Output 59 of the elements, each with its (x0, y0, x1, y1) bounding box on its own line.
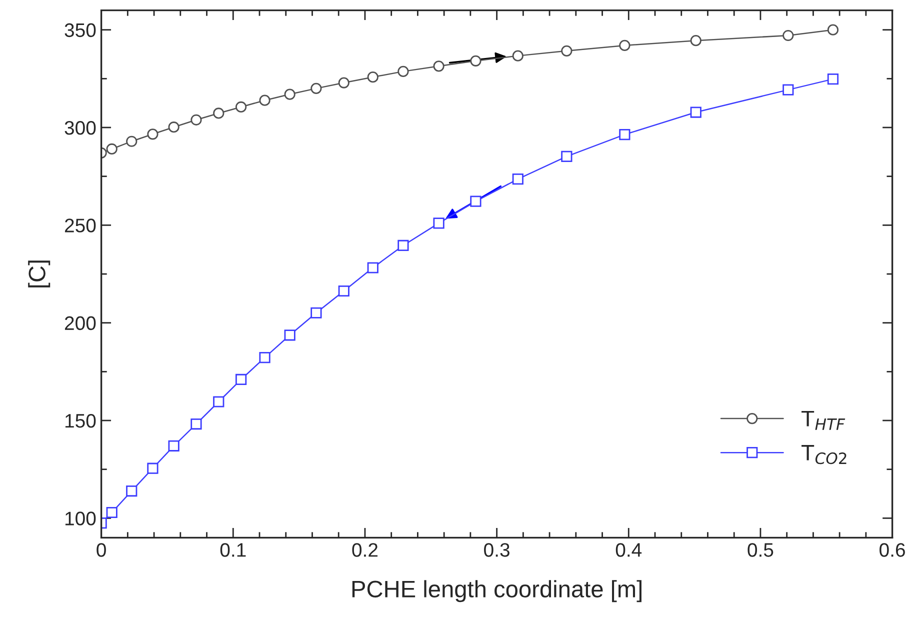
point (106, 506, 118, 518)
point (782, 84, 794, 96)
point (338, 77, 350, 88)
point (367, 262, 378, 274)
x-tick-label: 0.3 (484, 543, 510, 557)
point (619, 40, 630, 52)
x-tick-label: 0 (96, 543, 106, 557)
x-tick-label: 0.4 (616, 543, 642, 557)
y-tick-label: 150 (65, 414, 96, 428)
x-tick-label: 0.2 (352, 543, 378, 557)
point (433, 218, 444, 229)
point (190, 114, 202, 126)
point (106, 143, 118, 155)
point (512, 50, 524, 62)
point (470, 55, 482, 66)
y-tick-label: 100 (65, 512, 96, 526)
point (433, 60, 444, 72)
y-tick-label: 350 (64, 23, 96, 38)
y-axis-title: [C] (28, 260, 50, 288)
y-tick-label: 300 (64, 120, 96, 135)
point (512, 174, 524, 185)
point (398, 240, 409, 252)
legend-label: T$_{HTF}$ (802, 410, 846, 430)
point (168, 122, 180, 133)
point (690, 35, 702, 46)
point (470, 196, 482, 207)
point (561, 45, 572, 56)
point (213, 396, 224, 408)
point (338, 285, 350, 297)
point (310, 307, 322, 318)
point (367, 72, 378, 83)
point (126, 136, 138, 147)
point (147, 128, 158, 140)
point (284, 88, 296, 100)
legend-label: T$_{CO2}$ (802, 445, 846, 464)
x-tick-label: 0.5 (748, 543, 774, 557)
point (147, 462, 158, 474)
point (690, 106, 702, 118)
x-tick-label: 0.6 (880, 543, 905, 557)
y-tick-label: 250 (64, 218, 96, 232)
point (561, 150, 572, 162)
point (310, 82, 322, 94)
point (782, 30, 794, 42)
point (126, 485, 138, 497)
point (827, 74, 839, 85)
y-tick-label: 200 (64, 316, 96, 330)
point (168, 440, 180, 452)
point (259, 94, 270, 106)
point (284, 330, 296, 341)
point (235, 101, 247, 113)
point (619, 128, 630, 140)
point (190, 418, 202, 430)
point (398, 66, 409, 77)
x-axis-title: PCHE length coordinate [m] (352, 580, 642, 602)
x-tick-label: 0.1 (220, 543, 246, 557)
point (235, 374, 247, 386)
point (259, 352, 270, 364)
point (827, 24, 839, 36)
point (213, 108, 224, 119)
